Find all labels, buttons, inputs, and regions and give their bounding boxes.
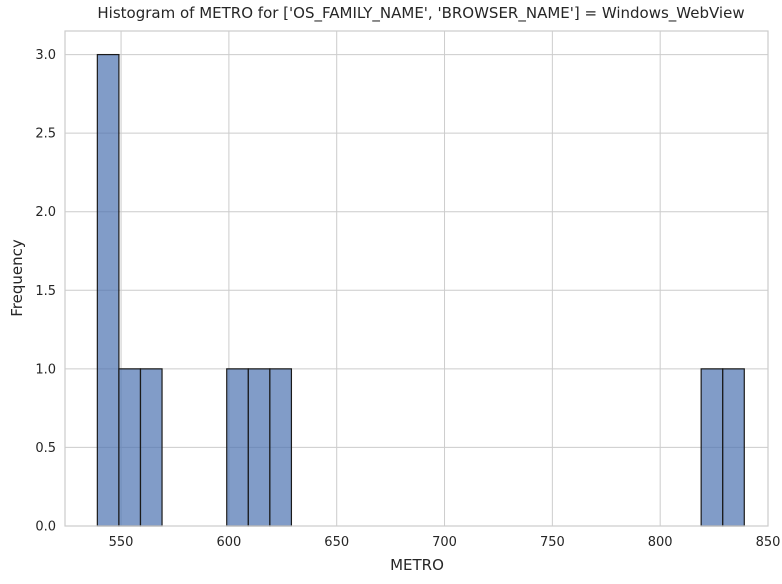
x-axis-label: METRO	[390, 556, 444, 574]
x-tick-label: 850	[756, 535, 781, 550]
y-tick-label: 0.0	[35, 520, 56, 535]
y-axis-label: Frequency	[8, 239, 26, 317]
x-tick-label: 800	[648, 535, 673, 550]
histogram-bar	[269, 368, 293, 527]
x-axis-ticks: 550 600 650 700 750 800 850	[109, 535, 781, 550]
histogram-bar	[226, 368, 249, 527]
histogram-bar	[247, 368, 271, 527]
x-tick-label: 700	[432, 535, 457, 550]
plot-frame	[64, 30, 769, 527]
y-tick-label: 1.0	[35, 362, 56, 377]
y-tick-label: 3.0	[35, 48, 56, 63]
chart-title: Histogram of METRO for ['OS_FAMILY_NAME'…	[97, 4, 744, 23]
histogram-bar	[722, 368, 745, 527]
x-tick-label: 750	[540, 535, 565, 550]
histogram-bar	[118, 368, 142, 527]
y-tick-label: 1.5	[35, 284, 56, 299]
y-tick-label: 2.0	[35, 205, 56, 220]
x-tick-label: 650	[324, 535, 349, 550]
y-tick-label: 2.5	[35, 127, 56, 142]
x-tick-label: 600	[216, 535, 241, 550]
y-axis-ticks: 0.0 0.5 1.0 1.5 2.0 2.5 3.0	[35, 48, 56, 534]
grid	[65, 31, 769, 527]
x-tick-label: 550	[109, 535, 134, 550]
histogram-bar	[139, 368, 163, 527]
histogram-bar	[96, 53, 120, 527]
histogram-bar	[700, 368, 724, 527]
y-tick-label: 0.5	[35, 441, 56, 456]
